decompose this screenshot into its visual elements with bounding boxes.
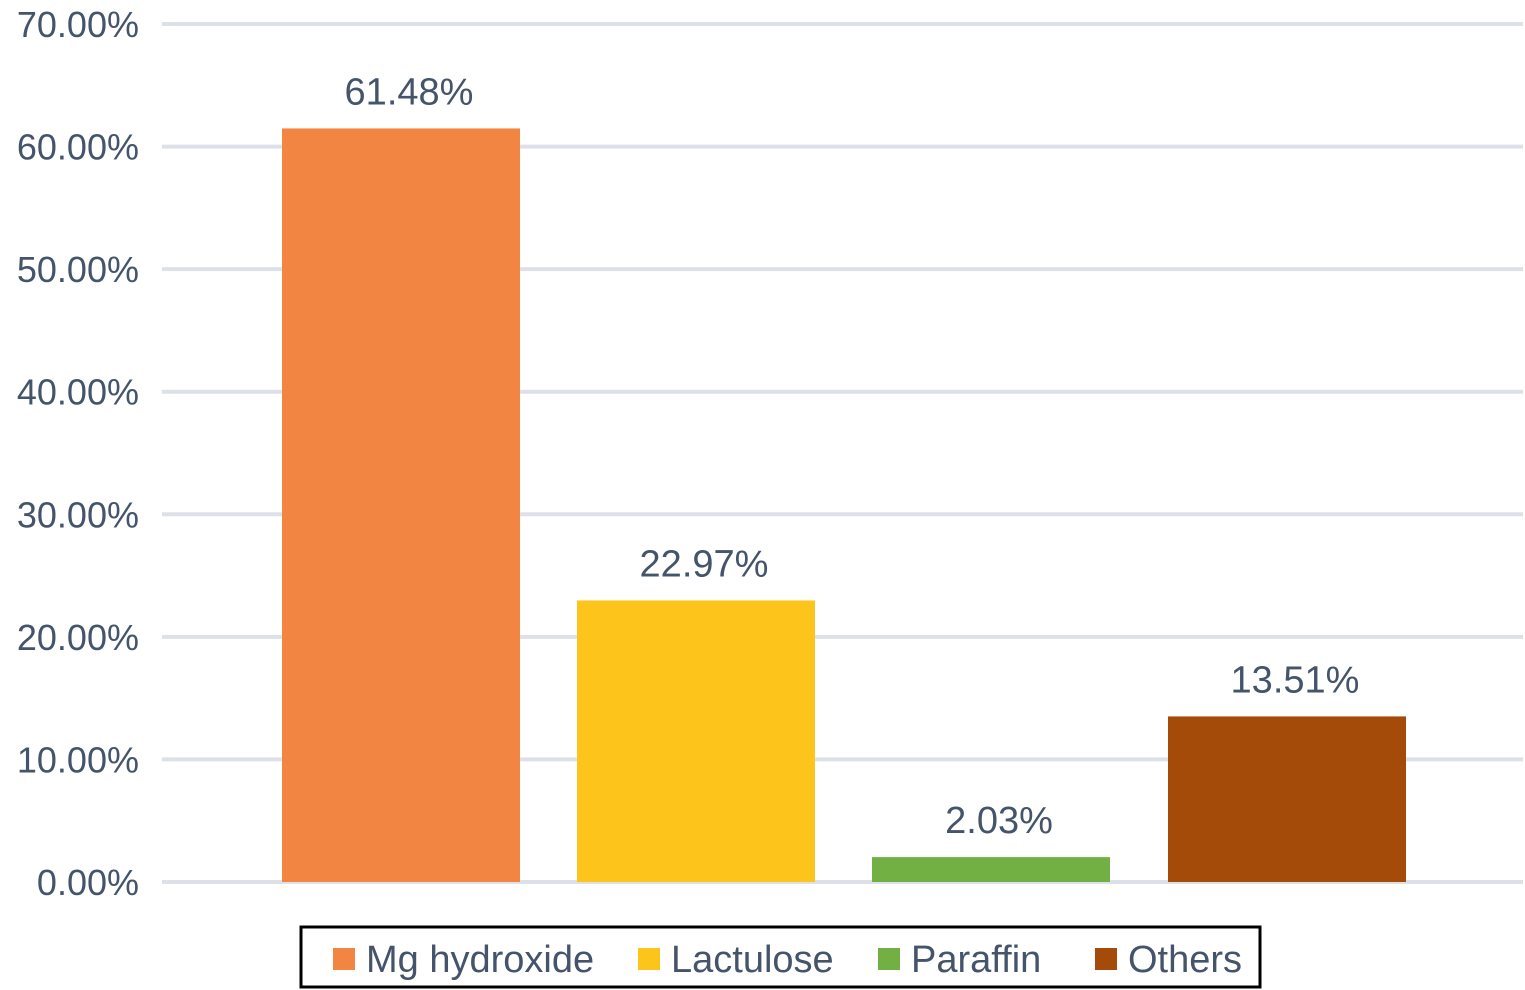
legend-swatch: [878, 948, 900, 970]
data-label: 61.48%: [345, 71, 474, 113]
bar-paraffin: [872, 857, 1110, 882]
data-labels: 61.48% 22.97% 2.03% 13.51%: [345, 71, 1360, 842]
legend-label: Paraffin: [911, 939, 1041, 981]
bars: [282, 128, 1406, 883]
data-label: 13.51%: [1231, 659, 1360, 701]
legend-swatch: [333, 948, 355, 970]
legend-label: Others: [1128, 939, 1242, 981]
data-label: 22.97%: [640, 543, 769, 585]
legend-swatch: [638, 948, 660, 970]
y-tick-label: 30.00%: [17, 494, 139, 535]
y-tick-label: 40.00%: [17, 372, 139, 413]
legend-swatch: [1095, 948, 1117, 970]
y-tick-label: 50.00%: [17, 249, 139, 290]
legend-box: [299, 925, 1262, 989]
y-axis-tick-labels: 0.00% 10.00% 20.00% 30.00% 40.00% 50.00% 60.00…: [17, 4, 139, 903]
y-tick-label: 60.00%: [17, 127, 139, 168]
y-tick-label: 70.00%: [17, 4, 139, 45]
y-tick-label: 10.00%: [17, 739, 139, 780]
legend: Mg hydroxide Lactulose Paraffin Others: [299, 925, 1262, 989]
bar-others: [1168, 716, 1406, 882]
y-tick-label: 20.00%: [17, 617, 139, 658]
legend-label: Lactulose: [671, 939, 834, 981]
bar-lactulose: [577, 600, 815, 882]
legend-label: Mg hydroxide: [366, 939, 594, 981]
y-tick-label: 0.00%: [37, 862, 139, 903]
bar-mg-hydroxide: [282, 128, 520, 883]
data-label: 2.03%: [945, 800, 1053, 842]
